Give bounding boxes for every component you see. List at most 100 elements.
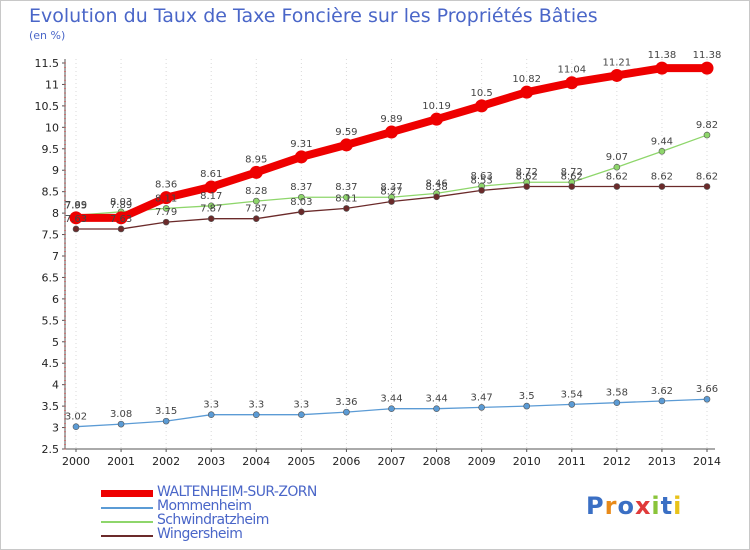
data-label: 7.95 [65,200,87,211]
legend-item: WALTENHEIM-SUR-ZORN [101,484,361,500]
data-label: 8.11 [155,193,177,204]
data-point [117,420,125,428]
data-label: 7.89 [65,200,87,211]
data-point [523,402,531,410]
data-point [252,215,260,222]
data-point [69,211,83,225]
y-tick-label: 9.5 [42,143,60,156]
data-label: 8.27 [380,187,402,198]
data-label: 3.62 [651,386,673,397]
data-label: 8.28 [245,186,267,197]
data-point [388,198,395,205]
x-tick-label: 2006 [332,455,360,468]
data-label: 11.38 [693,50,722,61]
data-point [478,187,485,194]
data-label: 10.5 [471,88,493,99]
data-label: 11.04 [557,65,586,76]
data-point [613,163,621,171]
y-tick-label: 6.5 [42,271,60,284]
x-tick-label: 2003 [197,455,225,468]
data-point [565,76,579,90]
x-tick-label: 2005 [287,455,315,468]
x-tick-label: 2014 [693,455,721,468]
data-label: 3.58 [606,388,628,399]
data-label: 8.62 [561,172,583,183]
data-point [568,401,576,408]
logo-letter: i [673,492,683,520]
x-tick-label: 2002 [152,455,180,468]
data-point [343,408,350,416]
legend-label: Wingersheim [157,526,243,542]
data-label: 9.82 [696,120,718,131]
data-point [520,85,534,99]
data-label: 3.3 [248,400,264,411]
data-point [433,193,440,201]
data-point [568,183,576,190]
data-label: 8.38 [425,182,447,193]
data-label: 8.53 [471,175,493,186]
data-label: 9.89 [380,114,402,125]
data-point [298,193,305,201]
data-label: 3.36 [335,397,357,408]
data-label: 3.44 [425,394,447,405]
data-point [430,112,444,126]
legend-item: Wingersheim [101,526,361,542]
data-point [204,180,218,194]
data-label: 8.37 [380,182,402,193]
data-label: 8.62 [606,172,628,183]
y-tick-label: 4.5 [42,357,60,370]
data-point [433,405,440,412]
data-point [207,202,215,210]
data-label: 3.66 [696,384,718,395]
data-point [700,61,714,75]
data-point [159,191,173,205]
data-label: 8.72 [516,167,538,178]
data-label: 3.5 [519,391,535,402]
data-label: 8.17 [200,191,222,202]
logo-letter: r [604,492,618,520]
data-point [703,183,711,190]
legend-label: Schwindratzheim [157,512,269,528]
data-point [388,405,395,412]
x-tick-label: 2004 [242,455,270,468]
data-label: 8.37 [290,182,312,193]
x-tick-label: 2011 [558,455,586,468]
data-label: 7.79 [155,207,177,218]
logo-letter: x [634,492,652,520]
y-tick-label: 3.5 [42,400,60,413]
data-label: 7.87 [200,204,222,215]
data-label: 3.08 [110,409,132,420]
data-point [703,395,711,403]
data-point [658,148,666,155]
x-tick-label: 2007 [378,455,406,468]
series-lines [69,61,714,430]
data-point [298,411,305,418]
data-point [114,211,128,225]
data-point [658,183,666,190]
data-labels: 3.02 3.08 3.15 3.3 3.3 3.3 3.36 3.44 3.44 3.47 3.5… [65,50,721,423]
data-label: 8.95 [245,154,267,165]
legend-swatch [101,507,153,509]
data-label: 7.87 [245,204,267,215]
data-label: 3.02 [65,412,87,423]
data-label: 3.3 [293,400,309,411]
logo-letter: P [586,492,605,520]
x-tick-label: 2010 [513,455,541,468]
data-label: 8.11 [335,193,357,204]
data-label: 3.54 [561,389,583,400]
legend-label: Mommenheim [157,498,252,514]
data-point [343,193,350,201]
data-point [475,99,489,113]
legend-item: Schwindratzheim [101,512,361,528]
data-point [613,183,621,190]
y-tick-label: 7.5 [42,229,60,242]
data-label: 3.44 [380,394,402,405]
data-label: 8.03 [290,197,312,208]
data-point [117,225,125,233]
legend-swatch [101,490,153,497]
data-point [207,411,215,418]
data-label: 8.46 [425,178,447,189]
data-label: 8.36 [155,180,177,191]
